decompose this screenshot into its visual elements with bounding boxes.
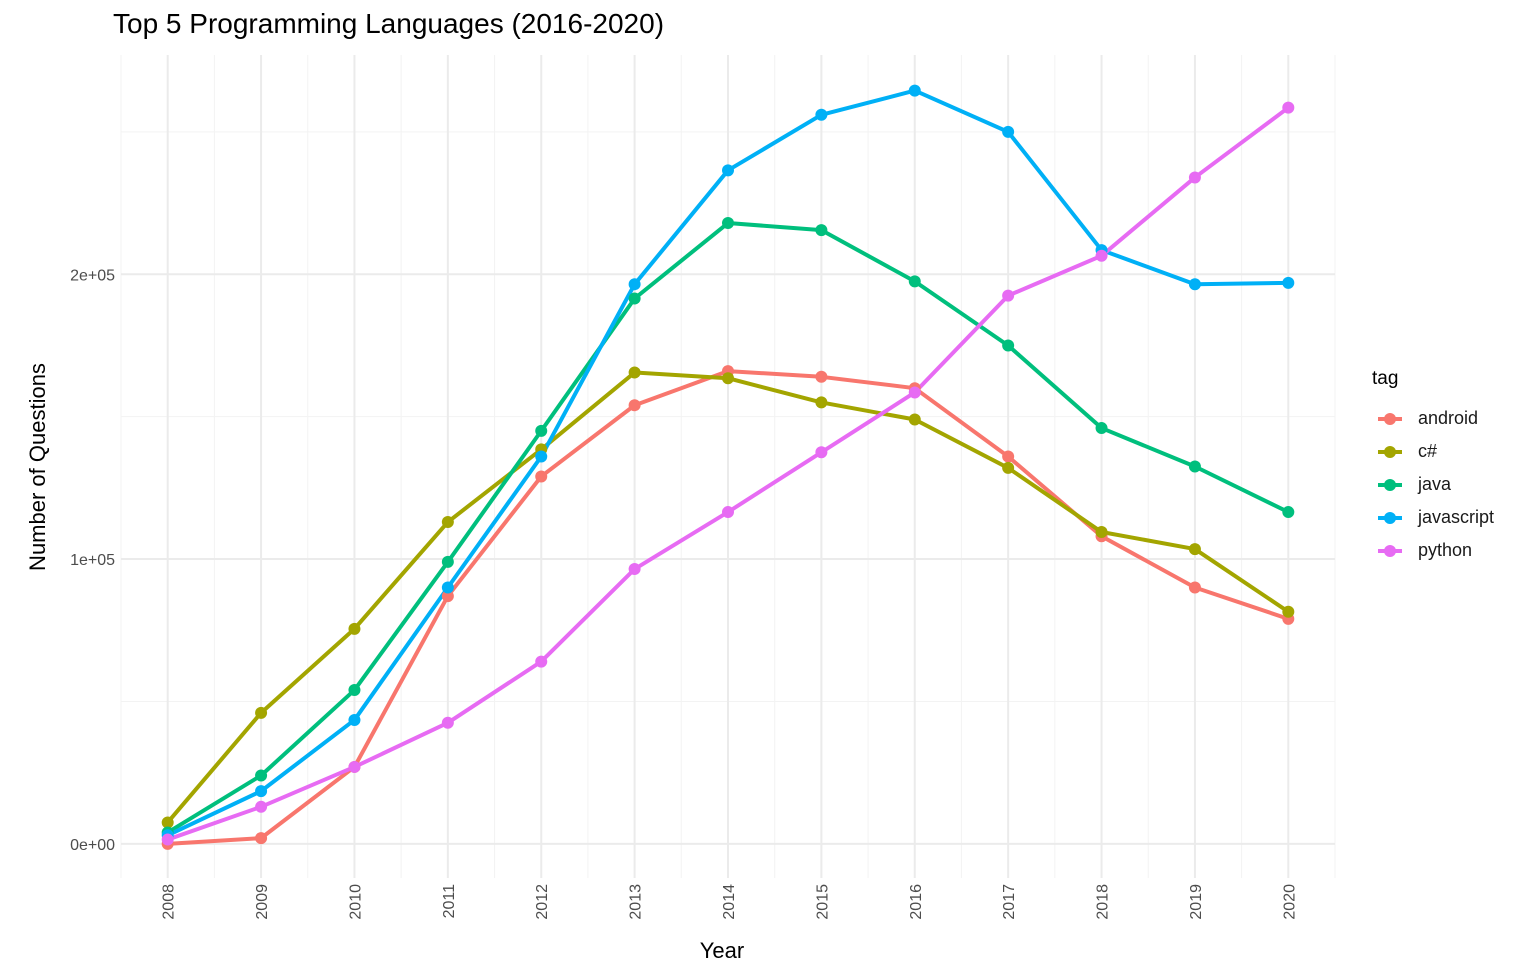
chart-title: Top 5 Programming Languages (2016-2020)	[113, 8, 665, 39]
data-point-csharp	[161, 816, 174, 829]
data-point-java	[815, 224, 828, 237]
x-tick-label: 2017	[1001, 884, 1018, 920]
legend-key	[1372, 468, 1408, 501]
data-point-javascript	[722, 164, 734, 177]
data-point-csharp	[1095, 526, 1108, 538]
data-point-java	[628, 292, 641, 305]
legend-items: android c# java javascript python	[1372, 402, 1494, 567]
data-point-javascript	[908, 84, 921, 97]
data-point-android	[255, 832, 268, 845]
data-point-javascript	[815, 108, 828, 121]
legend-label: javascript	[1418, 507, 1495, 527]
data-point-android	[628, 399, 641, 412]
data-point-python	[1095, 249, 1108, 262]
data-point-android	[1002, 450, 1015, 463]
data-point-python	[535, 655, 548, 668]
data-point-javascript	[1282, 276, 1295, 289]
x-tick-label: 2018	[1095, 884, 1112, 920]
data-point-javascript	[535, 450, 548, 463]
data-point-javascript	[1002, 125, 1015, 138]
data-point-java	[1002, 339, 1015, 352]
data-point-python	[908, 386, 921, 399]
data-point-python	[441, 716, 454, 729]
data-point-java	[441, 555, 454, 568]
legend-label: c#	[1418, 441, 1438, 461]
legend-key	[1372, 534, 1408, 567]
legend-label: java	[1418, 474, 1452, 494]
data-point-android	[535, 470, 548, 483]
data-point-python	[348, 760, 361, 773]
x-tick-label: 2009	[254, 884, 271, 920]
data-point-python	[628, 563, 641, 576]
legend-label: android	[1418, 408, 1479, 428]
x-tick-label: 2015	[814, 884, 831, 920]
data-point-csharp	[628, 366, 641, 379]
legend-item: javascript	[1372, 501, 1494, 534]
data-point-csharp	[815, 396, 828, 409]
data-point-python	[161, 833, 174, 846]
y-axis-label: Number of Questions	[25, 363, 50, 571]
y-tick-label: 2e+05	[70, 267, 115, 284]
data-point-javascript	[255, 785, 268, 798]
x-axis-label: Year	[699, 938, 745, 963]
data-point-javascript	[1188, 278, 1201, 291]
legend-label: python	[1418, 540, 1473, 560]
data-point-java	[1188, 460, 1201, 473]
x-tick-label: 2020	[1281, 884, 1298, 920]
legend-item: python	[1372, 534, 1494, 567]
data-point-csharp	[908, 413, 921, 426]
legend-item: java	[1372, 468, 1494, 501]
data-point-java	[535, 424, 548, 437]
legend-key-dot	[1384, 413, 1396, 425]
data-point-csharp	[1002, 461, 1015, 474]
legend-key	[1372, 501, 1408, 534]
data-point-python	[255, 800, 268, 813]
data-point-csharp	[255, 706, 268, 719]
data-point-java	[348, 684, 361, 697]
data-point-android	[815, 370, 828, 383]
data-point-csharp	[348, 622, 361, 635]
legend-key-dot	[1384, 446, 1396, 458]
data-point-csharp	[1188, 543, 1201, 556]
data-point-python	[722, 506, 734, 519]
x-tick-label: 2019	[1188, 884, 1205, 920]
data-point-csharp	[441, 516, 454, 529]
data-point-python	[815, 446, 828, 459]
data-point-csharp	[722, 372, 734, 385]
y-tick-label: 0e+00	[70, 837, 115, 854]
x-tick-label: 2010	[347, 884, 364, 920]
y-tick-label: 1e+05	[70, 552, 115, 569]
x-tick-label: 2013	[628, 884, 645, 920]
legend-key-dot	[1384, 545, 1396, 557]
x-tick-label: 2014	[721, 884, 738, 920]
data-point-csharp	[1282, 605, 1295, 618]
data-point-python	[1002, 289, 1015, 302]
data-point-java	[255, 769, 268, 782]
legend-title: tag	[1372, 368, 1399, 389]
x-tick-label: 2008	[161, 884, 178, 920]
data-point-python	[1282, 101, 1295, 114]
legend-key	[1372, 435, 1408, 468]
data-point-javascript	[441, 581, 454, 594]
data-point-javascript	[348, 713, 361, 726]
data-point-python	[1188, 171, 1201, 184]
data-point-javascript	[628, 278, 641, 291]
data-point-java	[722, 217, 734, 230]
data-point-java	[908, 275, 921, 288]
legend: tag android c# java javascript python	[1372, 368, 1494, 567]
data-point-java	[1095, 422, 1108, 435]
legend-item: android	[1372, 402, 1494, 435]
x-tick-label: 2016	[908, 884, 925, 920]
data-point-android	[1188, 581, 1201, 594]
data-point-android	[441, 590, 454, 603]
x-tick-label: 2012	[534, 884, 551, 920]
legend-key-dot	[1384, 512, 1396, 524]
legend-key-dot	[1384, 479, 1396, 491]
legend-item: c#	[1372, 435, 1494, 468]
x-tick-label: 2011	[441, 884, 458, 919]
legend-key	[1372, 402, 1408, 435]
data-point-java	[1282, 506, 1295, 519]
